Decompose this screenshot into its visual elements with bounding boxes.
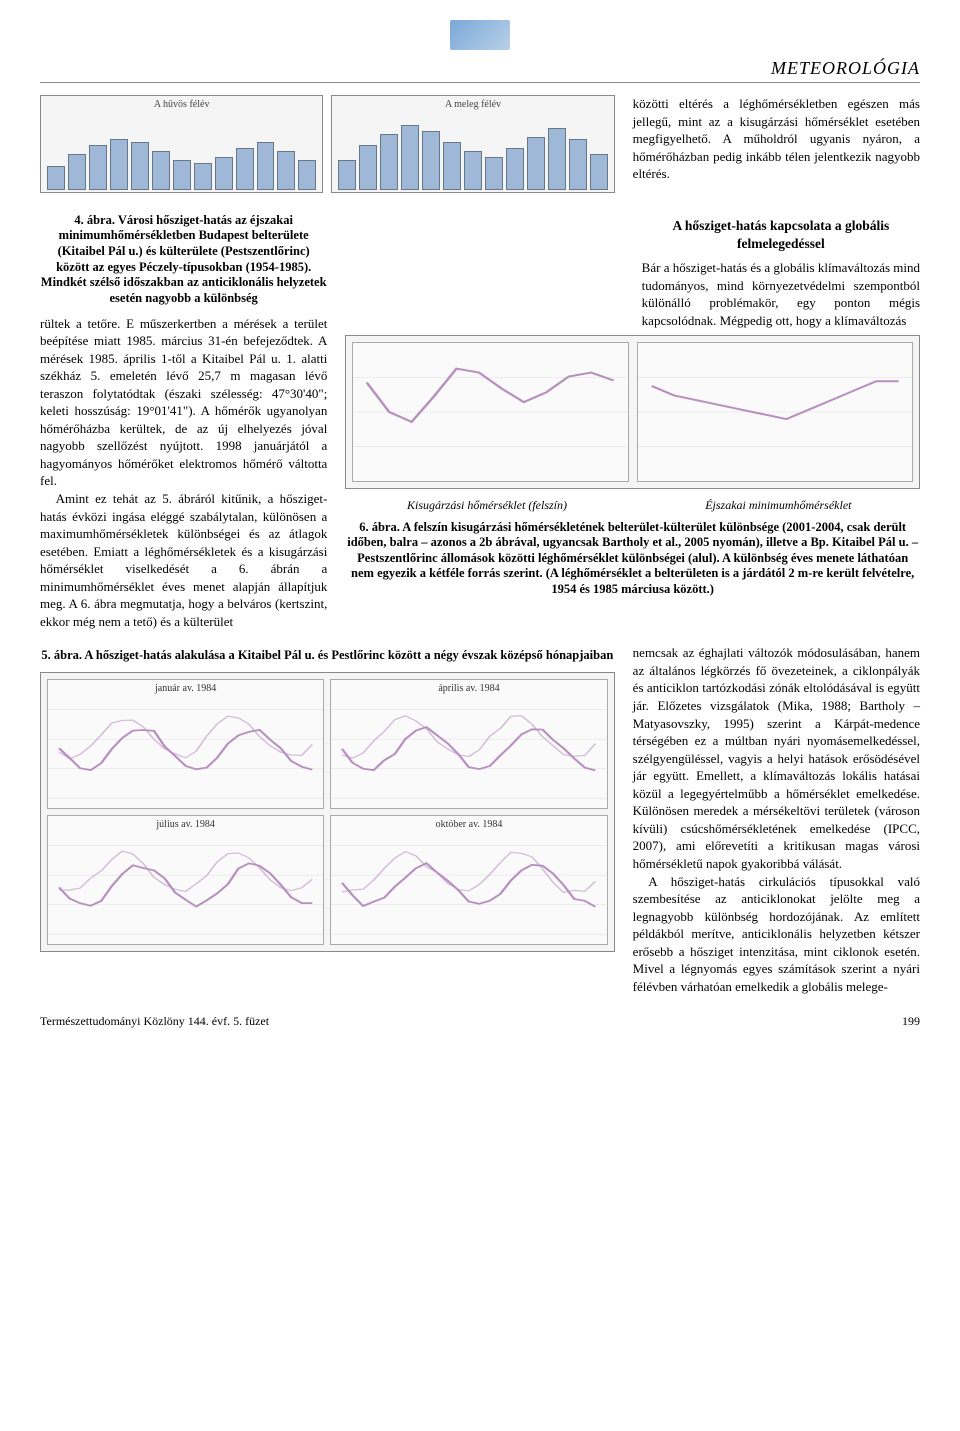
bar: [380, 134, 398, 190]
bar: [359, 145, 377, 189]
bar: [131, 142, 149, 189]
fig4-panel-a-title: A hűvös félév: [41, 96, 322, 112]
fig5-panel: október av. 1984: [330, 815, 607, 945]
fig5-panel: július av. 1984: [47, 815, 324, 945]
fig5-panel: január av. 1984: [47, 679, 324, 809]
fig4-panel-b-title: A meleg félév: [332, 96, 613, 112]
body-bottom-right: nemcsak az éghajlati változók módosulásá…: [633, 644, 920, 872]
fig6-right-label: Éjszakai minimumhőmérséklet: [637, 497, 920, 513]
section-logo: [450, 20, 510, 50]
fig4-panel-a: A hűvös félév: [40, 95, 323, 193]
intro-paragraph: közötti eltérés a léghőmérsékletben egés…: [633, 95, 920, 183]
body-col1: rültek a tetőre. E műszerkertben a mérés…: [40, 315, 327, 490]
fig5-panel-title: október av. 1984: [331, 818, 606, 832]
bar: [68, 154, 86, 190]
bar: [338, 160, 356, 190]
paragraph: A hősziget-hatás cirkulációs típusokkal …: [633, 873, 920, 996]
bar: [422, 131, 440, 190]
fig4-bars-a: [41, 112, 322, 192]
fig4-container: A hűvös félév A meleg félév: [40, 95, 615, 199]
bar: [152, 151, 170, 189]
fig6-caption: 6. ábra. A felszín kisugárzási hőmérsékl…: [345, 520, 920, 598]
paragraph: Amint ez tehát az 5. ábráról kitűnik, a …: [40, 490, 327, 630]
bar: [257, 142, 275, 189]
bar: [401, 125, 419, 190]
bar: [443, 142, 461, 189]
section-header-logo-row: [40, 20, 920, 50]
fig5-panel: április av. 1984: [330, 679, 607, 809]
bar: [485, 157, 503, 190]
intro-paragraph-col: közötti eltérés a léghőmérsékletben egés…: [633, 95, 920, 199]
fig6-right-chart: [637, 342, 913, 482]
right-bottom-column: nemcsak az éghajlati változók módosulásá…: [633, 644, 920, 995]
bar: [194, 163, 212, 190]
fig5-panel-title: január av. 1984: [48, 682, 323, 696]
footer-page-number: 199: [902, 1013, 920, 1029]
fig5-caption: 5. ábra. A hősziget-hatás alakulása a Ki…: [40, 648, 615, 664]
bar: [173, 160, 191, 190]
bar: [277, 151, 295, 189]
fig5-panel-title: július av. 1984: [48, 818, 323, 832]
bar: [506, 148, 524, 189]
bar: [236, 148, 254, 189]
fig5-container: január av. 1984 április av. 1984 július av…: [40, 672, 615, 952]
footer-journal: Természettudományi Közlöny 144. évf. 5. …: [40, 1013, 269, 1029]
fig6-left-chart: [352, 342, 628, 482]
bar: [464, 151, 482, 189]
fig4-panel-b: A meleg félév: [331, 95, 614, 193]
fig4-bars-b: [332, 112, 613, 192]
body-col3: Bár a hősziget-hatás és a globális klíma…: [642, 259, 920, 329]
bar: [110, 139, 128, 189]
section-title: METEOROLÓGIA: [40, 56, 920, 83]
bar: [590, 154, 608, 190]
bar: [47, 166, 65, 190]
fig6-left-label: Kisugárzási hőmérséklet (felszín): [345, 497, 628, 513]
bar: [548, 128, 566, 190]
fig4-caption: 4. ábra. Városi hősziget-hatás az éjszak…: [40, 213, 327, 307]
left-column: 4. ábra. Városi hősziget-hatás az éjszak…: [40, 209, 327, 631]
fig5-panel-title: április av. 1984: [331, 682, 606, 696]
bar: [298, 160, 316, 190]
fig6-container: [345, 335, 920, 489]
bar: [89, 145, 107, 189]
page-footer: Természettudományi Közlöny 144. évf. 5. …: [40, 1013, 920, 1029]
bar: [215, 157, 233, 190]
subsection-heading: A hősziget-hatás kapcsolata a globális f…: [642, 217, 920, 253]
bar: [527, 137, 545, 190]
bar: [569, 139, 587, 189]
